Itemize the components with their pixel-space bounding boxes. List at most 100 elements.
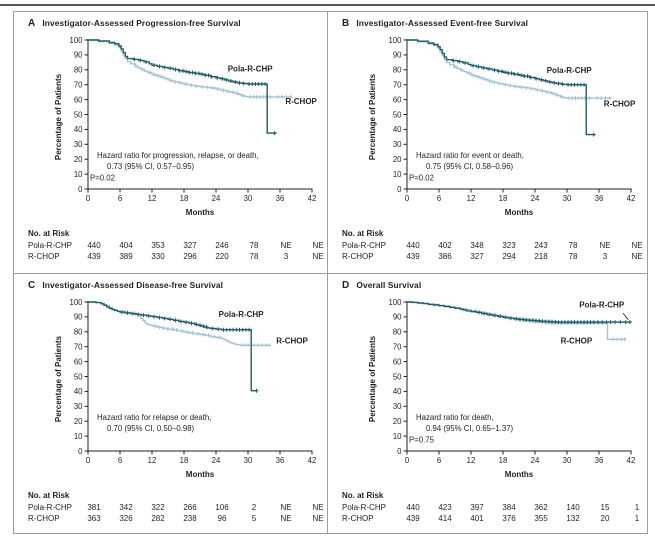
panel-title: B Investigator-Assessed Event-free Surviv…: [342, 18, 528, 29]
y-tick-label: 70: [74, 81, 83, 90]
x-axis-title: Months: [505, 208, 534, 217]
risk-value: 322: [151, 503, 165, 512]
x-tick-label: 6: [437, 456, 441, 465]
y-tick-label: 70: [74, 343, 83, 352]
risk-value: 355: [534, 514, 548, 523]
risk-value: 376: [502, 514, 516, 523]
series-label-pola-r-chp: Pola-R-CHP: [579, 301, 625, 310]
risk-row-label: R-CHOP: [28, 252, 60, 261]
y-tick-label: 30: [393, 140, 402, 149]
figure-frame: A Investigator-Assessed Progression-free …: [13, 11, 648, 534]
risk-value: 381: [87, 503, 101, 512]
censor-marks-r-chop: [473, 308, 627, 342]
x-tick-label: 24: [531, 456, 540, 465]
series-label-r-chop: R-CHOP: [285, 97, 317, 106]
hazard-ratio-line1: Hazard ratio for progression, relapse, o…: [97, 151, 259, 160]
x-tick-label: 6: [437, 194, 441, 203]
risk-value: NE: [631, 252, 642, 261]
risk-value: 5: [252, 514, 257, 523]
x-tick-label: 24: [212, 194, 221, 203]
x-tick-label: 18: [499, 194, 508, 203]
risk-value: 423: [438, 503, 452, 512]
risk-value: 326: [119, 514, 133, 523]
risk-value: NE: [280, 241, 291, 250]
y-axis-title: Percentage of Patients: [368, 73, 377, 160]
series-label-pola-r-chp: Pola-R-CHP: [228, 65, 274, 74]
curve-r-chop: [88, 301, 271, 346]
panel-title-text: Investigator-Assessed Progression-free S…: [42, 18, 241, 28]
risk-value: 1: [635, 503, 640, 512]
y-tick-label: 10: [74, 170, 83, 179]
x-tick-label: 0: [86, 456, 91, 465]
km-plot-B: Percentage of Patients010203040506070809…: [342, 36, 643, 261]
censor-marks-pola-r-chp: [120, 310, 259, 393]
x-tick-label: 0: [86, 194, 91, 203]
curve-pola-r-chp: [407, 39, 596, 136]
y-tick-label: 60: [74, 357, 83, 366]
x-tick-label: 36: [595, 456, 604, 465]
panel-letter: B: [342, 18, 350, 29]
x-tick-label: 6: [118, 456, 122, 465]
panel-title-text: Investigator-Assessed Event-free Surviva…: [356, 18, 528, 28]
series-label-pola-r-chp: Pola-R-CHP: [219, 310, 265, 319]
km-plot-C: Percentage of Patients010203040506070809…: [28, 298, 324, 523]
y-tick-label: 80: [74, 66, 83, 75]
km-plot-D: Percentage of Patients010203040506070809…: [342, 298, 640, 523]
y-tick-label: 20: [393, 417, 402, 426]
y-tick-label: 50: [74, 372, 83, 381]
risk-value: 296: [183, 252, 197, 261]
risk-value: 78: [250, 241, 259, 250]
x-tick-label: 36: [276, 194, 285, 203]
x-tick-label: 42: [308, 194, 317, 203]
risk-value: 363: [87, 514, 101, 523]
risk-value: 440: [406, 503, 420, 512]
censor-marks-pola-r-chp: [477, 310, 632, 325]
risk-value: 132: [566, 514, 580, 523]
hazard-ratio-line2: 0.94 (95% CI, 0.65–1.37): [426, 424, 514, 433]
hazard-ratio-line2: 0.75 (95% CI, 0.58–0.96): [426, 162, 514, 171]
y-tick-label: 0: [397, 447, 402, 456]
panel-event-free-survival: B Investigator-Assessed Event-free Surviv…: [327, 12, 647, 273]
risk-value: 282: [151, 514, 165, 523]
risk-value: 246: [215, 241, 229, 250]
risk-value: 140: [566, 503, 580, 512]
risk-value: 389: [119, 252, 133, 261]
risk-value: 96: [218, 514, 227, 523]
x-tick-label: 42: [627, 194, 636, 203]
y-tick-label: 80: [74, 328, 83, 337]
y-axis-title: Percentage of Patients: [54, 335, 63, 422]
risk-value: 294: [502, 252, 516, 261]
censor-marks-pola-r-chp: [132, 57, 277, 136]
risk-value: NE: [312, 241, 323, 250]
top-rule: [0, 4, 655, 6]
hazard-ratio-line2: 0.73 (95% CI, 0.57–0.95): [107, 162, 195, 171]
curve-pola-r-chp: [88, 39, 277, 134]
y-tick-label: 90: [393, 313, 402, 322]
x-tick-label: 36: [595, 194, 604, 203]
y-tick-label: 40: [74, 387, 83, 396]
x-tick-label: 18: [499, 456, 508, 465]
y-tick-label: 60: [393, 95, 402, 104]
risk-value: 439: [406, 252, 420, 261]
risk-value: 323: [502, 241, 516, 250]
risk-value: 386: [438, 252, 452, 261]
y-tick-label: 50: [393, 110, 402, 119]
x-tick-label: 0: [405, 456, 410, 465]
risk-value: 404: [119, 241, 133, 250]
censor-marks-r-chop: [134, 64, 293, 99]
risk-value: 15: [601, 503, 610, 512]
risk-value: 238: [183, 514, 197, 523]
x-tick-label: 6: [118, 194, 122, 203]
y-tick-label: 30: [74, 140, 83, 149]
risk-value: 401: [470, 514, 484, 523]
x-tick-label: 24: [531, 194, 540, 203]
risk-row-label: R-CHOP: [342, 514, 374, 523]
hazard-ratio-line1: Hazard ratio for death,: [416, 413, 494, 422]
series-label-r-chop: R-CHOP: [276, 337, 308, 346]
risk-value: 348: [470, 241, 484, 250]
risk-value: 2: [252, 503, 257, 512]
risk-row-label: R-CHOP: [28, 514, 60, 523]
y-tick-label: 100: [69, 36, 83, 45]
panel-overall-survival: D Overall Survival Percentage of Patients…: [327, 273, 647, 533]
y-tick-label: 100: [388, 298, 402, 307]
